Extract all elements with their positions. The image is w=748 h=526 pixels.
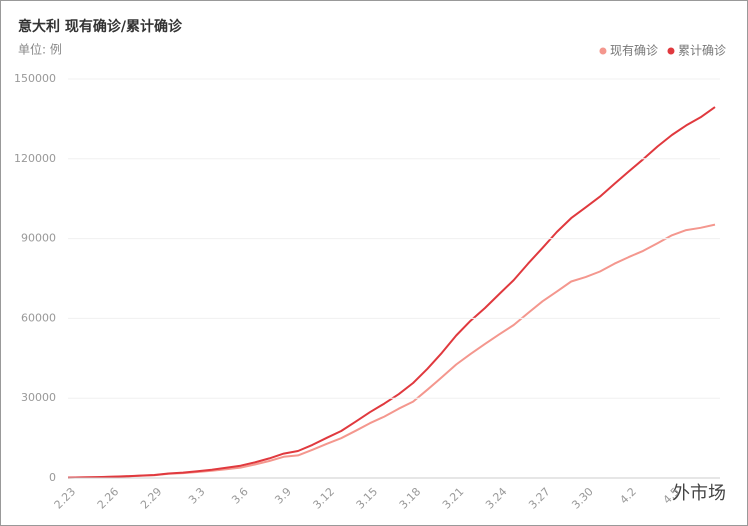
unit-label: 单位: 例 [18,42,62,57]
legend-marker [599,47,607,55]
y-tick-label: 0 [49,471,56,484]
legend-label: 现有确诊 [610,44,658,58]
chart-title: 意大利 现有确诊/累计确诊 [18,18,183,35]
y-tick-label: 30000 [21,391,56,404]
line [67,106,716,479]
watermark: 外市场 [672,483,726,504]
y-tick-label: 60000 [21,311,56,324]
legend-label: 累计确诊 [678,44,726,58]
legend-marker [667,47,675,55]
y-tick-label: 150000 [14,72,56,85]
y-tick-label: 120000 [14,152,56,165]
y-tick-label: 90000 [21,232,56,245]
